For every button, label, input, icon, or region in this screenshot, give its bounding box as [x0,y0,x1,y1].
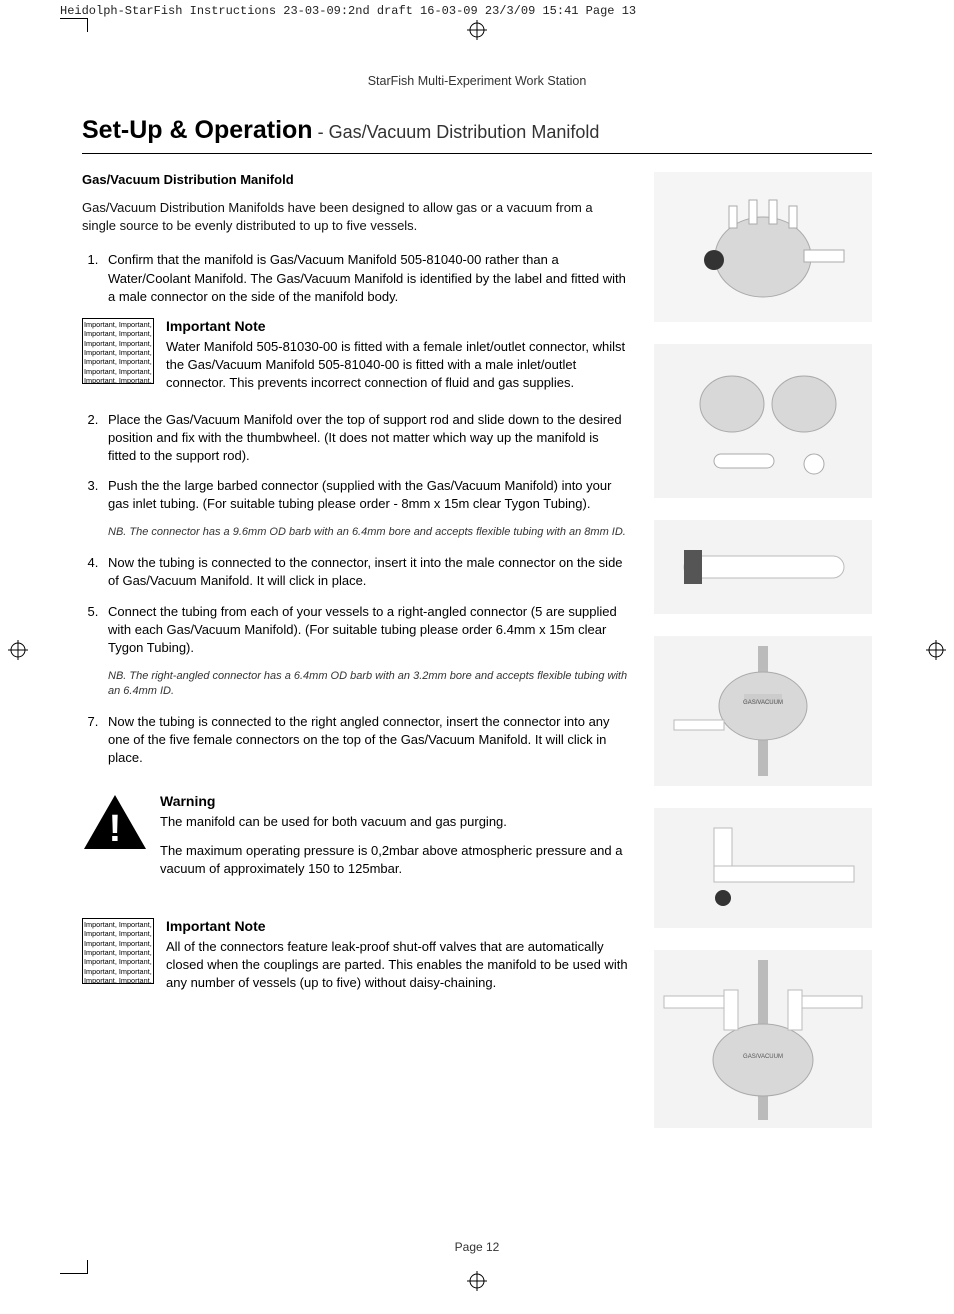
registration-mark-icon [467,1271,487,1296]
figure-manifold-on-rod: GAS/VACUUM [654,636,872,786]
step-item: Push the the large barbed connector (sup… [102,477,628,513]
important-note-block: Important, Important, Important, Importa… [82,918,628,993]
page: Heidolph-StarFish Instructions 23-03-09:… [0,0,954,1314]
step-item: Connect the tubing from each of your ves… [102,603,628,658]
crop-mark-icon [60,18,88,32]
step-list: Confirm that the manifold is Gas/Vacuum … [82,251,628,306]
content-area: Set-Up & Operation - Gas/Vacuum Distribu… [0,116,954,1150]
warning-icon: ! [82,793,148,851]
note-text: Water Manifold 505-81030-00 is fitted wi… [166,338,628,393]
image-column: GAS/VACUUM GAS/VACUUM [654,172,872,1150]
title-main: Set-Up & Operation [82,116,313,144]
figure-manifold-top-connect: GAS/VACUUM [654,950,872,1128]
horizontal-rule [82,153,872,154]
important-box-icon: Important, Important, Important, Importa… [82,318,154,384]
warning-title: Warning [160,793,628,809]
warning-text: The manifold can be used for both vacuum… [160,813,628,831]
page-title: Set-Up & Operation - Gas/Vacuum Distribu… [82,116,872,145]
important-box-icon: Important, Important, Important, Importa… [82,918,154,984]
warning-text: The maximum operating pressure is 0,2mba… [160,842,628,878]
note-title: Important Note [166,318,628,334]
registration-mark-icon [467,20,487,45]
nb-note: NB. The right-angled connector has a 6.4… [108,669,628,699]
page-number: Page 12 [0,1240,954,1254]
step-item: Now the tubing is connected to the conne… [102,554,628,590]
step-list: Place the Gas/Vacuum Manifold over the t… [82,411,628,514]
svg-text:GAS/VACUUM: GAS/VACUUM [743,700,783,706]
figure-right-angle-connector [654,808,872,928]
figure-barbed-connector [654,520,872,614]
registration-mark-icon [926,640,946,665]
step-list: Now the tubing is connected to the right… [82,713,628,768]
step-item: Place the Gas/Vacuum Manifold over the t… [102,411,628,466]
svg-text:!: ! [109,808,122,850]
registration-mark-icon [8,640,28,665]
step-item: Confirm that the manifold is Gas/Vacuum … [102,251,628,306]
nb-note: NB. The connector has a 9.6mm OD barb wi… [108,525,628,540]
step-item: Now the tubing is connected to the right… [102,713,628,768]
warning-block: ! Warning The manifold can be used for b… [82,793,628,878]
note-title: Important Note [166,918,628,934]
print-file-header: Heidolph-StarFish Instructions 23-03-09:… [0,0,954,18]
step-list: Now the tubing is connected to the conne… [82,554,628,657]
figure-manifold-assembly [654,172,872,322]
main-column: Gas/Vacuum Distribution Manifold Gas/Vac… [82,172,628,1150]
section-heading: Gas/Vacuum Distribution Manifold [82,172,628,187]
figure-manifold-parts [654,344,872,498]
important-note-block: Important, Important, Important, Importa… [82,318,628,393]
note-text: All of the connectors feature leak-proof… [166,938,628,993]
intro-paragraph: Gas/Vacuum Distribution Manifolds have b… [82,199,628,235]
title-subtitle: - Gas/Vacuum Distribution Manifold [313,122,600,142]
svg-text:GAS/VACUUM: GAS/VACUUM [743,1054,783,1060]
crop-mark-icon [60,1260,88,1274]
running-header: StarFish Multi-Experiment Work Station [0,74,954,88]
